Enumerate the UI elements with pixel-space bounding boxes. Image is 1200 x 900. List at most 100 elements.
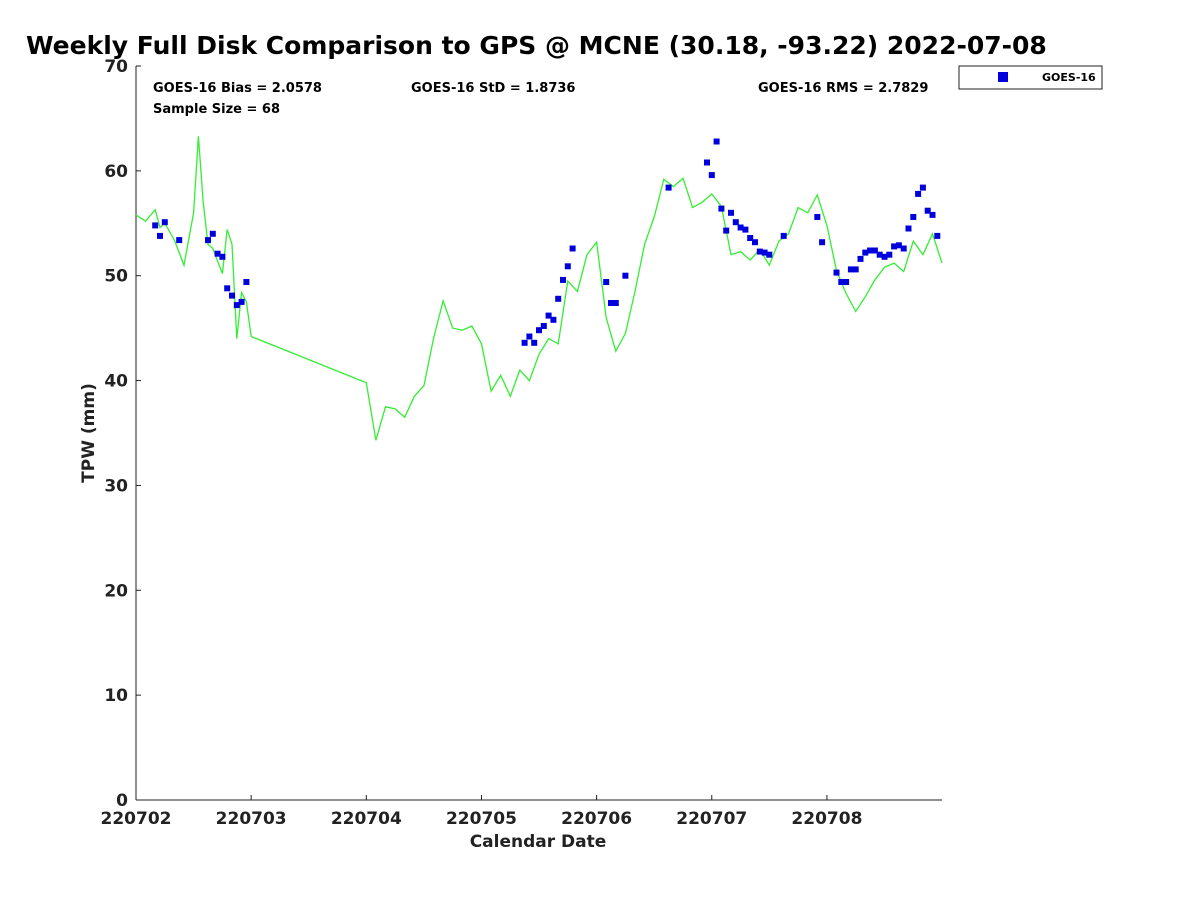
goes16-point — [608, 300, 614, 306]
bias-stat: GOES-16 Bias = 2.0578 — [153, 81, 322, 96]
y-tick-label: 20 — [104, 581, 128, 601]
goes16-point — [737, 224, 744, 231]
y-tick-label: 30 — [104, 476, 128, 496]
goes16-point — [545, 312, 552, 319]
goes16-point — [157, 232, 163, 239]
legend: GOES-16 — [958, 65, 1103, 90]
goes16-point — [224, 285, 231, 292]
goes16-point — [531, 339, 538, 346]
y-tick-label: 10 — [104, 686, 128, 706]
goes16-point — [843, 279, 850, 285]
goes16-point — [752, 239, 758, 246]
goes16-point — [867, 247, 874, 254]
goes16-point — [622, 272, 629, 279]
plot-area — [136, 66, 942, 800]
x-tick-label: 220703 — [216, 809, 287, 829]
std-stat: GOES-16 StD = 1.8736 — [411, 81, 575, 96]
goes16-point — [243, 279, 250, 285]
goes16-point — [732, 219, 739, 226]
goes16-point — [209, 230, 216, 237]
goes16-point — [886, 251, 893, 258]
goes16-point — [881, 253, 888, 260]
goes16-point — [900, 245, 907, 252]
goes16-point — [708, 172, 715, 179]
goes16-point — [238, 298, 245, 305]
goes16-point — [665, 184, 672, 191]
goes16-point — [871, 247, 878, 254]
goes16-point — [924, 207, 931, 214]
x-axis-ticks: 220702 220703 220704 220705 220706 220707 2207… — [101, 795, 862, 829]
chart-title: Weekly Full Disk Comparison to GPS @ MCN… — [26, 31, 1047, 60]
goes16-point — [152, 222, 159, 229]
goes16-point — [723, 227, 730, 234]
goes16-point — [761, 249, 768, 256]
x-tick-label: 220705 — [446, 809, 517, 829]
goes16-point — [895, 242, 902, 249]
gps-series — [135, 136, 943, 441]
goes16-point — [780, 232, 787, 239]
goes16-point — [742, 226, 749, 233]
y-axis-label: TPW (mm) — [79, 383, 99, 483]
y-axis-ticks: 0 10 20 30 40 50 60 70 — [104, 57, 141, 811]
goes16-point — [728, 209, 734, 216]
goes16-point — [603, 279, 610, 285]
goes16-point — [910, 214, 917, 220]
goes16-point — [555, 295, 562, 302]
goes16-point — [756, 248, 763, 255]
sample-size-stat: Sample Size = 68 — [153, 102, 280, 117]
rms-stat: GOES-16 RMS = 2.7829 — [758, 81, 928, 96]
y-tick-label: 40 — [104, 372, 128, 392]
goes16-point — [713, 138, 720, 145]
goes16-point — [205, 237, 211, 244]
x-tick-label: 220707 — [676, 809, 747, 829]
goes16-point — [747, 235, 754, 241]
goes16-point — [915, 190, 922, 197]
goes16-point — [718, 205, 725, 212]
x-tick-label: 220704 — [331, 809, 402, 829]
goes16-point — [564, 263, 571, 270]
plot-background — [136, 66, 942, 800]
goes16-point — [540, 323, 547, 329]
goes16-point — [847, 266, 854, 273]
goes16-point — [569, 245, 576, 252]
goes16-point — [229, 292, 235, 299]
goes16-point — [161, 219, 168, 226]
goes16-point — [876, 251, 883, 258]
goes16-point — [766, 251, 773, 258]
y-tick-label: 0 — [116, 791, 128, 811]
goes16-point — [526, 333, 533, 340]
goes16-point — [838, 279, 845, 285]
goes16-point — [550, 316, 557, 323]
goes16-point — [814, 214, 821, 220]
goes16-series — [152, 138, 941, 346]
y-tick-label: 60 — [104, 162, 128, 182]
goes16-point — [891, 243, 898, 250]
x-tick-label: 220706 — [561, 809, 632, 829]
goes16-point — [862, 249, 869, 256]
goes16-point — [560, 276, 566, 283]
goes16-point — [833, 269, 840, 276]
goes16-point — [905, 225, 912, 232]
goes16-point — [536, 327, 542, 334]
goes16-point — [857, 255, 864, 262]
goes16-point — [233, 302, 240, 309]
legend-marker-goes16 — [998, 72, 1008, 82]
goes16-point — [919, 184, 926, 191]
goes16-point — [612, 300, 619, 306]
x-tick-label: 220702 — [101, 809, 172, 829]
y-tick-label: 70 — [104, 57, 128, 77]
goes16-point — [214, 250, 221, 257]
goes16-point — [852, 266, 859, 273]
goes16-point — [929, 211, 936, 218]
x-tick-label: 220708 — [791, 809, 862, 829]
legend-box — [958, 65, 1103, 90]
goes16-point — [934, 232, 941, 239]
x-axis-label: Calendar Date — [470, 832, 607, 852]
goes16-point — [176, 237, 183, 244]
goes16-point — [819, 239, 826, 246]
y-tick-label: 50 — [104, 267, 128, 287]
legend-label-goes16: GOES-16 — [1042, 71, 1096, 84]
goes16-point — [704, 159, 710, 166]
goes16-point — [219, 253, 226, 260]
